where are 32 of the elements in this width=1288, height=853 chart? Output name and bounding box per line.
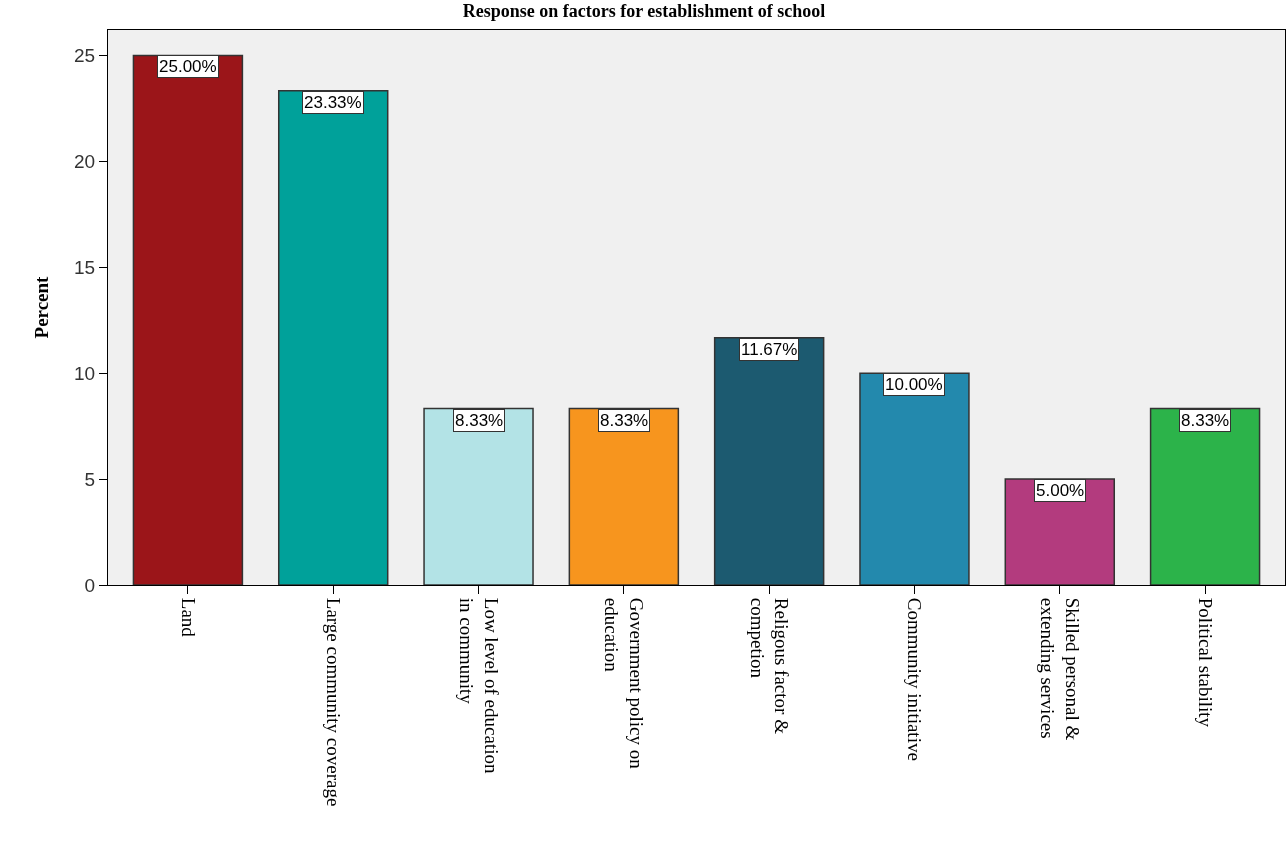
- bar: [423, 407, 534, 585]
- data-label: 25.00%: [159, 57, 217, 76]
- bar: [713, 337, 825, 585]
- x-tick-label: Skilled personal & extending services: [1037, 597, 1083, 741]
- bar: [132, 54, 244, 585]
- data-label: 10.00%: [885, 375, 943, 394]
- chart-title: Response on factors for establishment of school: [462, 0, 826, 21]
- bar: [1149, 407, 1261, 585]
- y-tick-label: 25: [74, 45, 96, 67]
- x-tick-label: Religous factor & competion: [746, 597, 793, 735]
- y-tick-label: 10: [74, 362, 96, 384]
- x-tick-label: Low level of education in community: [456, 597, 502, 774]
- data-label: 5.00%: [1036, 481, 1085, 500]
- y-tick-label: 0: [84, 574, 96, 596]
- x-tick-label: Large community coverage: [323, 597, 345, 807]
- bar: [1004, 478, 1116, 585]
- x-tick-label: Community initiative: [904, 597, 926, 761]
- y-tick-label: 15: [74, 256, 96, 278]
- bar: [277, 90, 389, 585]
- bar: [859, 372, 970, 585]
- bar: [568, 407, 680, 585]
- y-tick-label: 5: [84, 468, 96, 490]
- data-label: 8.33%: [455, 411, 504, 430]
- x-tick-label: Political stability: [1194, 597, 1216, 728]
- data-label: 8.33%: [600, 411, 649, 430]
- data-label: 8.33%: [1181, 411, 1230, 430]
- data-label: 23.33%: [304, 93, 362, 112]
- data-label: 11.67%: [741, 340, 798, 359]
- y-tick-label: 20: [74, 150, 96, 172]
- y-axis-title: Percent: [30, 275, 52, 339]
- x-tick-label: Land: [177, 597, 199, 638]
- x-tick-label: Government policy on education: [601, 597, 648, 770]
